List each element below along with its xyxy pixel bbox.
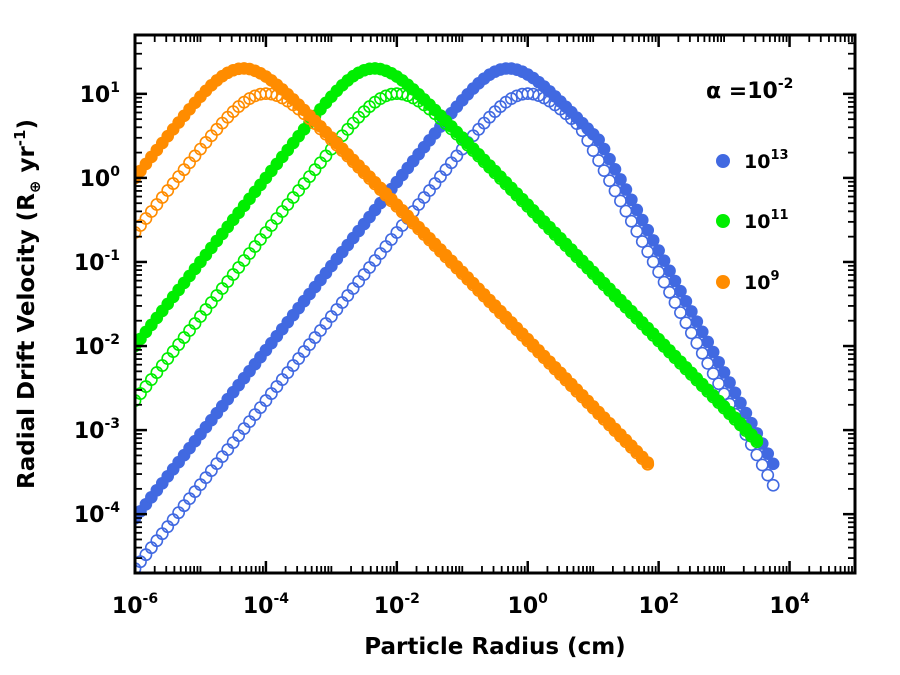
x-tick-label: 10-6 (112, 591, 158, 619)
legend-label-1e13: 1013 (744, 148, 789, 173)
y-tick-label: 10-1 (74, 248, 120, 276)
y-tick-label: 101 (80, 80, 120, 108)
x-tick-label: 100 (508, 591, 549, 619)
filled-marker-0 (625, 193, 638, 207)
x-tick-label: 104 (769, 591, 810, 619)
filled-marker-0 (630, 203, 644, 217)
filled-marker-0 (657, 254, 671, 267)
legend: 1013 1011 109 (716, 148, 789, 294)
filled-marker-0 (690, 315, 704, 328)
legend-marker-1e9 (716, 275, 730, 289)
y-axis-title-main: Radial Drift Velocity (R (14, 193, 40, 489)
alpha-base: 10 (747, 79, 778, 104)
filled-marker-0 (761, 447, 775, 460)
filled-marker-0 (592, 133, 605, 147)
filled-marker-0 (717, 366, 731, 379)
filled-marker-0 (663, 264, 676, 278)
y-tick-labels: 10-4 10-3 10-2 10-1 100 101 (74, 80, 120, 528)
alpha-annotation: α =10-2 (706, 76, 793, 104)
legend-label-1e11: 1011 (744, 208, 789, 233)
y-axis-title-close: ) (14, 119, 40, 130)
filled-marker-0 (603, 152, 616, 166)
legend-marker-1e13 (716, 154, 730, 168)
open-marker-0 (766, 478, 780, 492)
filled-marker-1 (750, 433, 764, 447)
plot-frame (133, 33, 857, 575)
filled-marker-0 (712, 355, 725, 369)
open-marker-2 (135, 226, 142, 239)
filled-marker-0 (614, 173, 627, 186)
open-marker-1 (135, 394, 142, 407)
alpha-prefix: α = (706, 79, 747, 104)
filled-marker-0 (668, 274, 682, 288)
filled-marker-0 (597, 142, 611, 156)
filled-marker-0 (728, 386, 742, 400)
filled-marker-0 (619, 183, 633, 196)
y-axis-title: Radial Drift Velocity (R⊕ yr-1) (11, 119, 44, 489)
filled-marker-0 (685, 305, 698, 318)
legend-marker-1e11 (716, 214, 730, 228)
filled-marker-0 (734, 396, 747, 410)
y-axis-title-sub: ⊕ (26, 181, 44, 194)
legend-label-1e9: 109 (744, 269, 780, 294)
open-marker-1 (395, 87, 409, 101)
open-marker-2 (264, 87, 278, 101)
filled-marker-0 (635, 213, 649, 227)
filled-marker-0 (646, 234, 660, 247)
x-axis-title: Particle Radius (cm) (364, 634, 625, 660)
filled-marker-0 (641, 223, 655, 237)
filled-marker-0 (739, 406, 753, 420)
x-tick-label: 10-2 (374, 591, 420, 619)
y-axis-title-unit: yr (14, 146, 40, 181)
x-tick-labels: 10-6 10-4 10-2 100 102 104 (112, 591, 810, 619)
y-tick-label: 10-3 (74, 416, 120, 444)
open-marker-0 (526, 87, 540, 101)
alpha-exp: -2 (778, 76, 794, 92)
y-axis-title-exp: -1 (11, 130, 29, 147)
filled-marker-0 (723, 376, 736, 389)
filled-marker-0 (701, 335, 715, 349)
filled-marker-0 (706, 345, 720, 359)
filled-marker-0 (766, 457, 780, 471)
filled-marker-0 (608, 163, 622, 176)
filled-marker-0 (652, 244, 665, 257)
open-marker-0 (761, 468, 775, 482)
y-tick-label: 100 (80, 164, 121, 192)
y-tick-label: 10-4 (74, 500, 120, 528)
open-marker-0 (135, 562, 142, 573)
x-tick-label: 10-4 (243, 591, 289, 619)
filled-marker-0 (679, 295, 693, 308)
data-markers (135, 62, 780, 573)
filled-marker-0 (674, 284, 687, 298)
x-tick-label: 102 (638, 591, 678, 619)
filled-marker-0 (695, 325, 709, 339)
y-tick-label: 10-2 (74, 332, 120, 360)
filled-marker-2 (641, 456, 655, 469)
